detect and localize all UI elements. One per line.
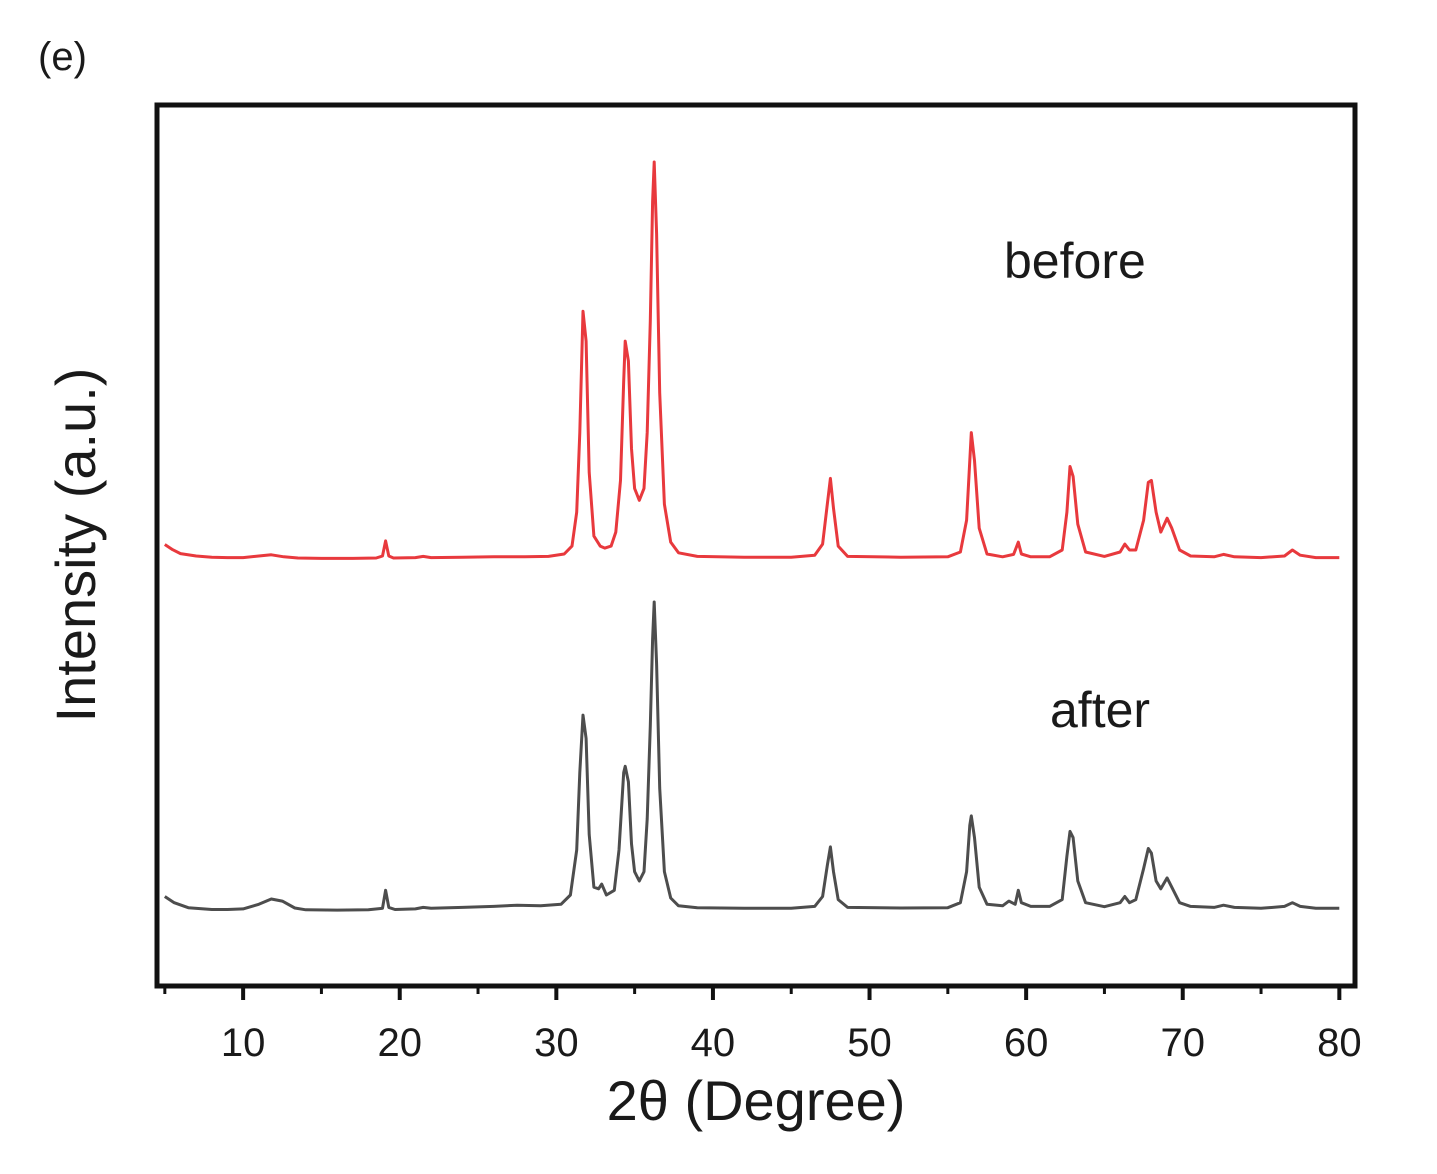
x-tick-label: 50 xyxy=(847,1021,892,1065)
series-line-before xyxy=(163,160,1340,560)
x-tick-label: 20 xyxy=(377,1021,422,1065)
x-tick-label: 10 xyxy=(221,1021,266,1065)
panel-label: (e) xyxy=(38,35,87,79)
x-axis: 10 20 30 40 50 60 70 80 xyxy=(163,986,1362,1065)
y-axis-title: Intensity (a.u.) xyxy=(44,368,107,723)
x-tick-label: 60 xyxy=(1004,1021,1049,1065)
series-label-after: after xyxy=(1050,682,1150,738)
x-tick-label: 70 xyxy=(1160,1021,1205,1065)
x-tick-label: 30 xyxy=(534,1021,579,1065)
series-labels: before after xyxy=(1004,233,1150,738)
x-axis-title: 2θ (Degree) xyxy=(607,1069,906,1132)
x-tick-label: 80 xyxy=(1317,1021,1362,1065)
series-line-after xyxy=(163,600,1340,912)
series-label-before: before xyxy=(1004,233,1146,289)
plot-frame xyxy=(154,102,1358,989)
traces xyxy=(163,160,1340,912)
x-tick-label: 40 xyxy=(691,1021,736,1065)
